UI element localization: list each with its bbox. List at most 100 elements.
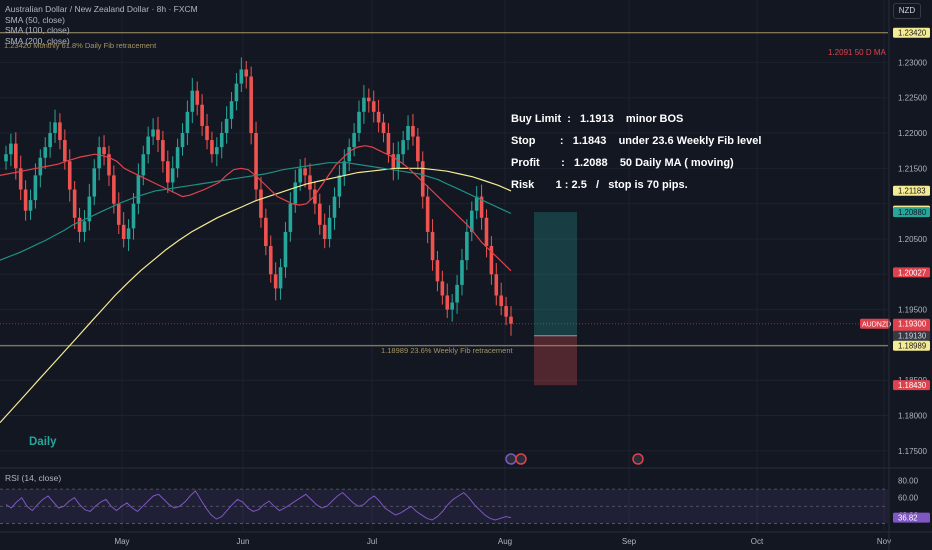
price-tag bbox=[893, 380, 930, 391]
price-tag-label: 1.19300 bbox=[898, 320, 927, 329]
candle-body bbox=[229, 101, 234, 119]
candle-body bbox=[293, 182, 298, 204]
time-tick-label: Aug bbox=[498, 537, 512, 546]
sma50-line bbox=[0, 145, 512, 272]
candle-body bbox=[278, 267, 283, 289]
time-tick-label: May bbox=[114, 537, 129, 546]
candle-body bbox=[121, 224, 126, 239]
chart-title[interactable]: Australian Dollar / New Zealand Dollar ·… bbox=[5, 4, 198, 14]
time-tick-label: Jul bbox=[367, 537, 377, 546]
price-tag-label: 1.20027 bbox=[898, 268, 926, 277]
time-tick-label: Jun bbox=[237, 537, 250, 546]
sma200-line bbox=[0, 167, 512, 424]
candle-body bbox=[87, 196, 92, 222]
candle-body bbox=[77, 217, 82, 232]
candle-body bbox=[411, 125, 415, 137]
candle-body bbox=[48, 133, 52, 148]
fib-top-label: 1.23420 Monthly 61.8% Daily Fib retracem… bbox=[4, 41, 157, 50]
price-tag-label: 1.21183 bbox=[898, 187, 926, 196]
price-tag-label: 1.18989 bbox=[898, 342, 926, 351]
candle-body bbox=[425, 196, 430, 232]
candle-body bbox=[371, 101, 376, 112]
candle-body bbox=[494, 274, 499, 296]
candle-body bbox=[435, 260, 440, 282]
candle-body bbox=[215, 147, 219, 155]
candle-body bbox=[244, 69, 249, 77]
candle-body bbox=[4, 154, 8, 162]
candle-body bbox=[239, 69, 244, 84]
candle-body bbox=[298, 168, 302, 183]
symbol-tag-label: AUDNZD bbox=[862, 322, 891, 329]
rsi-legend[interactable]: RSI (14, close) bbox=[5, 473, 62, 483]
time-tick-label: Sep bbox=[622, 537, 637, 546]
sma200-legend[interactable]: SMA (200, close) bbox=[5, 35, 70, 46]
candle-body bbox=[474, 196, 479, 211]
candle-body bbox=[102, 147, 106, 155]
candle-body bbox=[112, 175, 116, 204]
candle-body bbox=[28, 200, 33, 211]
candle-body bbox=[185, 111, 190, 134]
candle-body bbox=[58, 122, 62, 141]
candle-body bbox=[141, 154, 146, 176]
candle-body bbox=[165, 161, 170, 183]
sma50-legend[interactable]: SMA (50, close) bbox=[5, 14, 65, 25]
candle-body bbox=[445, 295, 450, 310]
price-tick-label: 1.17500 bbox=[898, 447, 927, 456]
event-icon bbox=[632, 453, 644, 465]
candle-body bbox=[465, 231, 469, 261]
candle-body bbox=[264, 217, 268, 247]
candle-body bbox=[107, 154, 111, 176]
trade-plan: Buy Limit : 1.1913 minor BOS Stop : 1.18… bbox=[511, 108, 761, 196]
timeframe-label: Daily bbox=[29, 436, 57, 448]
candle-body bbox=[386, 133, 391, 155]
candle-body bbox=[469, 210, 474, 232]
candle-body bbox=[273, 274, 278, 289]
candle-body bbox=[200, 104, 204, 126]
candle-body bbox=[499, 295, 503, 307]
candle-body bbox=[97, 147, 101, 169]
currency-button[interactable]: NZD bbox=[893, 3, 921, 19]
candle-body bbox=[170, 168, 175, 183]
time-tick-label: Nov bbox=[877, 537, 891, 546]
price-tick-label: 1.19500 bbox=[898, 306, 927, 315]
event-icon bbox=[515, 453, 527, 465]
price-tick-label: 1.20500 bbox=[898, 235, 927, 244]
candle-body bbox=[283, 231, 288, 268]
target-zone bbox=[534, 212, 577, 336]
sma100-legend[interactable]: SMA (100, close) bbox=[5, 25, 70, 35]
candle-body bbox=[151, 129, 155, 137]
candle-body bbox=[337, 175, 342, 197]
plan-line-profit: Profit : 1.2088 50 Daily MA ( moving) bbox=[511, 157, 734, 169]
candle-body bbox=[210, 140, 214, 155]
candle-body bbox=[332, 196, 337, 218]
candle-body bbox=[131, 203, 136, 229]
candle-body bbox=[53, 122, 57, 134]
candle-body bbox=[401, 140, 405, 155]
candle-body bbox=[136, 175, 141, 204]
symbol-tag bbox=[860, 318, 890, 329]
candle-body bbox=[288, 203, 293, 232]
candle-body bbox=[116, 203, 121, 225]
price-tag bbox=[893, 330, 930, 341]
candle-body bbox=[63, 140, 67, 162]
candle-body bbox=[303, 168, 307, 176]
candle-body bbox=[23, 189, 28, 211]
candle-body bbox=[82, 221, 87, 232]
candle-body bbox=[347, 147, 352, 162]
candle-body bbox=[92, 168, 97, 197]
candle-body bbox=[14, 143, 18, 169]
candle-body bbox=[440, 281, 445, 296]
candle-body bbox=[175, 147, 180, 169]
candle-body bbox=[420, 161, 425, 197]
candle-body bbox=[322, 224, 327, 239]
candle-body bbox=[67, 161, 72, 190]
price-tag-label: 1.20880 bbox=[898, 208, 927, 217]
candle-body bbox=[450, 302, 454, 310]
candle-body bbox=[308, 175, 312, 190]
candle-body bbox=[18, 168, 23, 190]
rsi-line bbox=[5, 490, 512, 521]
candle-body bbox=[504, 306, 508, 317]
candle-body bbox=[33, 175, 38, 201]
candle-body bbox=[219, 133, 224, 148]
